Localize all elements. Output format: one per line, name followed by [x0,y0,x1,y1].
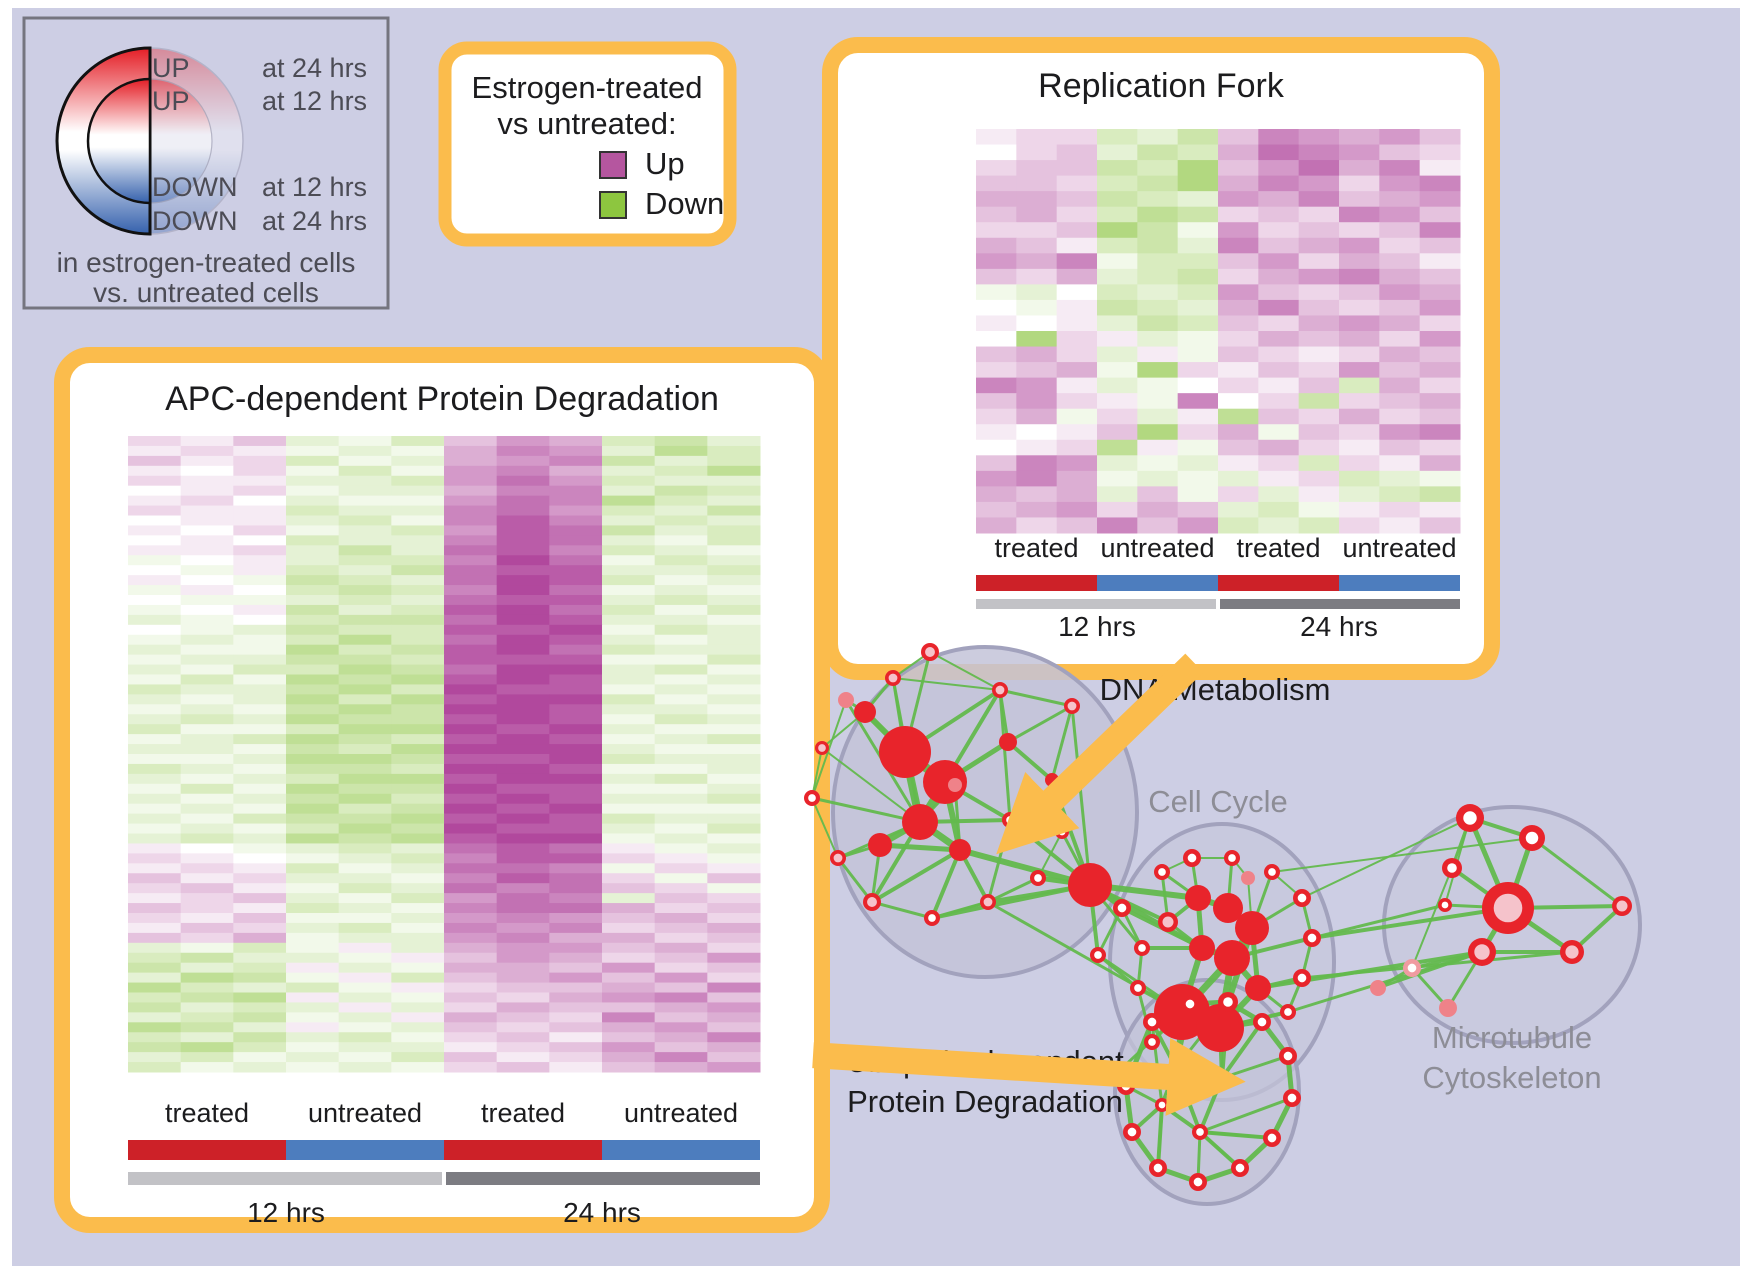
gene-node-10 [838,692,854,708]
gene-node-26 [1235,911,1269,945]
cluster-label-cell-cycle-line1: Cell Cycle [1148,784,1288,819]
group-label-0: treated [165,1098,249,1128]
untreated-bar [286,1140,444,1160]
direction-label-1: UP [152,86,190,116]
gene-node-1 [923,760,967,804]
network-nodes [804,643,1632,1191]
gene-node-31 [1196,1004,1244,1052]
group-label-0: treated [994,533,1078,563]
direction-label-0: UP [152,53,190,83]
gene-node-21 [949,839,971,861]
gene-node-29 [1245,975,1271,1001]
inner-circle-left-half [86,77,152,205]
group-label-2: treated [1236,533,1320,563]
direction-time-2: at 12 hrs [262,172,367,202]
legend-swatch-down [599,191,627,219]
color-legend-border [438,41,737,247]
treated-bar [128,1140,286,1160]
callout-arrow-apc-panel-to-ubiquitin-cluster [812,1038,1246,1116]
gene-node-28 [1189,935,1215,961]
cluster-label-microtubule-cytoskeleton-line1: Microtubule [1432,1020,1592,1055]
gene-node-24 [1185,885,1211,911]
legend-label-up: Up [645,146,685,181]
heatmap-grid [128,436,761,1073]
panel-title: Replication Fork [1038,67,1285,105]
panel-title: APC-dependent Protein Degradation [165,380,719,418]
time-label-0: 12 hrs [247,1197,325,1228]
direction-label-3: DOWN [152,206,237,236]
cluster-label-ubiquitin-protein-degradation-line2: Protein Degradation [847,1084,1123,1119]
gene-node-3 [868,833,892,857]
heatmap-panel-replication-fork: Replication Fork treated untreated treated u… [822,37,1500,680]
gene-node-4 [1068,863,1112,907]
treated-bar [444,1140,602,1160]
direction-time-3: at 24 hrs [262,206,367,236]
gene-node-23 [948,778,962,792]
gene-node-74 [1370,980,1386,996]
group-label-2: treated [481,1098,565,1128]
bar-24hrs [446,1172,760,1185]
direction-caption-line1: in estrogen-treated cells [57,247,356,278]
direction-legend-border [22,16,390,310]
direction-time-0: at 24 hrs [262,53,367,83]
heatmap-grid [976,129,1461,534]
untreated-bar [1097,575,1218,591]
group-label-1: untreated [1100,533,1214,563]
color-legend-title-line1: Estrogen-treated [472,70,703,105]
group-label-3: untreated [1342,533,1456,563]
treated-bar [1218,575,1339,591]
color-legend-title-line2: vs untreated: [497,106,676,141]
gene-node-0 [879,726,931,778]
gene-node-5 [854,701,876,723]
untreated-bar [1339,575,1460,591]
time-label-0: 12 hrs [1058,611,1136,642]
legend-label-down: Down [645,186,724,221]
cluster-label-microtubule-cytoskeleton-line2: Cytoskeleton [1422,1060,1601,1095]
bar-24hrs [1220,599,1460,609]
gene-node-27 [1214,940,1250,976]
bar-12hrs [128,1172,442,1185]
legend-swatch-up [599,151,627,179]
inner-circle-right-half [149,78,213,204]
gene-node-6 [999,733,1017,751]
gene-node-45 [1241,871,1255,885]
enrichment-network: DNA Metabolism Cell Cycle Microtubule Cytos… [804,643,1642,1206]
untreated-bar [602,1140,760,1160]
time-label-1: 24 hrs [1300,611,1378,642]
heatmap-panel-apc: APC-dependent Protein Degradation treated… [54,347,830,1233]
time-label-1: 24 hrs [563,1197,641,1228]
cluster-label-dna-metabolism-line1: DNA Metabolism [1100,672,1331,707]
direction-legend: UP at 24 hrs UP at 12 hrs DOWN at 12 hrs DOWN a… [22,16,390,310]
gene-node-25 [1213,893,1243,923]
bar-12hrs [976,599,1216,609]
group-label-1: untreated [308,1098,422,1128]
direction-time-1: at 12 hrs [262,86,367,116]
group-label-3: untreated [624,1098,738,1128]
direction-caption-line2: vs. untreated cells [93,277,319,308]
callout-arrow-replication-fork-to-dna-metabolism [996,653,1204,855]
treated-bar [976,575,1097,591]
direction-label-2: DOWN [152,172,237,202]
gene-node-2 [902,804,938,840]
gene-node-54 [1439,999,1457,1017]
